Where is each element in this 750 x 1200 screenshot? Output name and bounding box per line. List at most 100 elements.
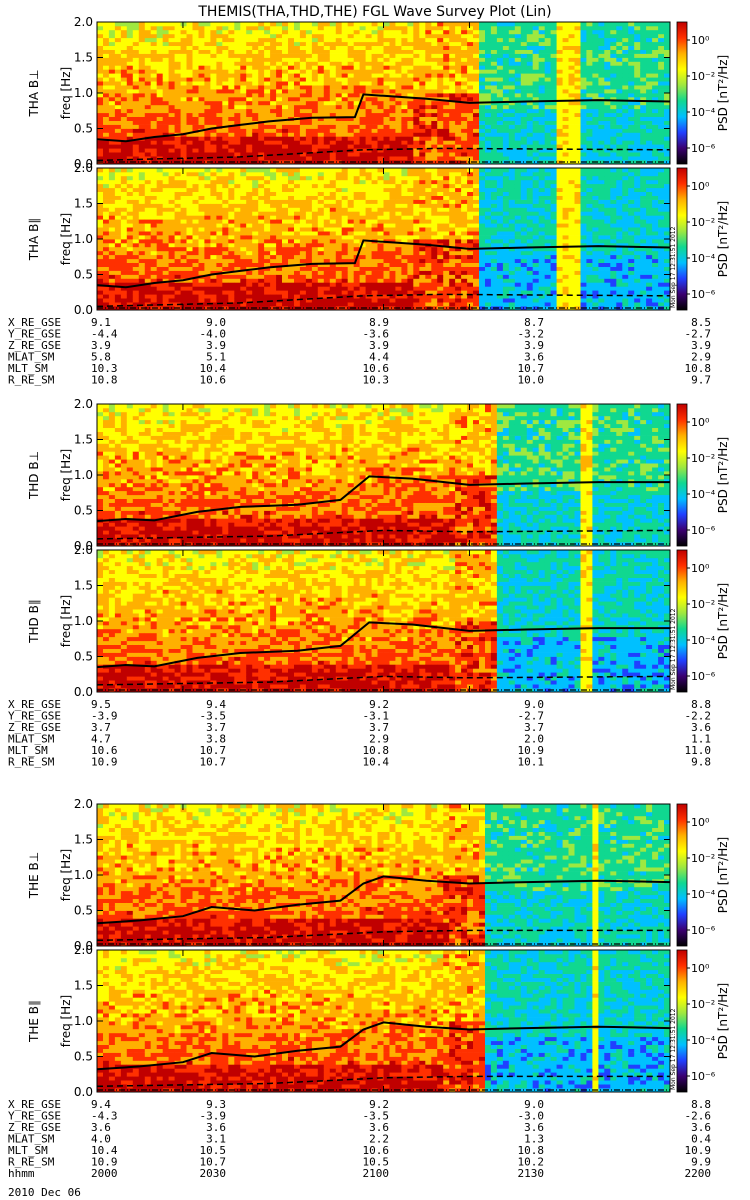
ephemeris-table: X_RE_GSE 9.5 9.4 9.2 9.0 8.8Y_RE_GSE -3.9 -3.5-… bbox=[8, 698, 711, 769]
spectrogram-cells bbox=[97, 22, 670, 164]
date-label: 2010 Dec 06 bbox=[8, 1186, 81, 1199]
colorbar-label: PSD [nT²/Hz] bbox=[716, 437, 730, 513]
ephemeris-table: X_RE_GSE 9.1 9.0 8.9 8.7 8.5Y_RE_GSE -4.4 -4.0-… bbox=[8, 316, 711, 387]
colorbar-tick-label: 10⁻⁴ bbox=[691, 106, 716, 119]
ephemeris-value: 10.1 bbox=[518, 756, 545, 769]
colorbar-label: PSD [nT²/Hz] bbox=[716, 837, 730, 913]
y-tick-label: 1.0 bbox=[74, 1014, 93, 1028]
y-tick-label: 2.0 bbox=[74, 397, 93, 411]
colorbar-tick-label: 10⁰ bbox=[691, 816, 710, 829]
y-tick-label: 1.5 bbox=[74, 579, 93, 593]
y-tick-label: 1.5 bbox=[74, 979, 93, 993]
panel-label: THD B⊥ bbox=[27, 451, 41, 500]
colorbar-tick-label: 10⁻⁴ bbox=[691, 488, 716, 501]
ephemeris-value: 9.7 bbox=[691, 374, 711, 387]
colorbar-label: PSD [nT²/Hz] bbox=[716, 201, 730, 277]
panel-label: THA B∥ bbox=[27, 218, 41, 262]
hhmm-label: hhmm bbox=[8, 1167, 35, 1180]
colorbar-tick-label: 10⁰ bbox=[691, 180, 710, 193]
time-tick-label: 2130 bbox=[518, 1167, 545, 1180]
ephemeris-label: R_RE_SM bbox=[8, 756, 55, 769]
colorbar-tick-label: 10⁰ bbox=[691, 34, 710, 47]
y-axis-label: freq [Hz] bbox=[59, 849, 73, 901]
ephemeris-value: 10.0 bbox=[518, 374, 545, 387]
y-tick-label: 0.5 bbox=[74, 650, 93, 664]
colorbar-tick-label: 10⁻⁶ bbox=[691, 524, 716, 537]
ephemeris-value: 10.3 bbox=[363, 374, 390, 387]
ephemeris-label: R_RE_SM bbox=[8, 374, 55, 387]
y-axis-label: freq [Hz] bbox=[59, 995, 73, 1047]
colorbar-gradient bbox=[677, 168, 687, 310]
colorbar-tick-label: 10⁻⁶ bbox=[691, 142, 716, 155]
time-tick-label: 2100 bbox=[363, 1167, 390, 1180]
panel-label: THE B⊥ bbox=[27, 852, 41, 899]
colorbar-tick-label: 10⁻⁴ bbox=[691, 888, 716, 901]
figure-title: THEMIS(THA,THD,THE) FGL Wave Survey Plot… bbox=[197, 4, 551, 20]
ephemeris-value: 10.7 bbox=[200, 756, 227, 769]
spectrogram-cells bbox=[97, 404, 670, 546]
colorbar-tick-label: 10⁻⁶ bbox=[691, 924, 716, 937]
spectrogram-cells bbox=[97, 550, 670, 692]
y-tick-label: 0.5 bbox=[74, 1050, 93, 1064]
colorbar-gradient bbox=[677, 404, 687, 546]
y-axis-label: freq [Hz] bbox=[59, 449, 73, 501]
y-tick-label: 1.0 bbox=[74, 468, 93, 482]
colorbar-gradient bbox=[677, 804, 687, 946]
y-tick-label: 0.0 bbox=[74, 303, 93, 317]
y-tick-label: 0.5 bbox=[74, 504, 93, 518]
y-tick-label: 2.0 bbox=[74, 161, 93, 175]
y-axis-label: freq [Hz] bbox=[59, 213, 73, 265]
time-tick-label: 2200 bbox=[685, 1167, 712, 1180]
colorbar-tick-label: 10⁰ bbox=[691, 962, 710, 975]
y-axis-label: freq [Hz] bbox=[59, 595, 73, 647]
y-tick-label: 2.0 bbox=[74, 943, 93, 957]
colorbar-gradient bbox=[677, 950, 687, 1092]
time-tick-label: 2030 bbox=[200, 1167, 227, 1180]
panel-label: THD B∥ bbox=[27, 599, 41, 644]
colorbar-tick-label: 10⁻² bbox=[691, 598, 715, 611]
spectrogram-cells bbox=[97, 804, 670, 946]
colorbar-tick-label: 10⁻⁶ bbox=[691, 670, 716, 683]
ephemeris-value: 10.8 bbox=[91, 374, 118, 387]
y-tick-label: 1.5 bbox=[74, 51, 93, 65]
y-tick-label: 0.0 bbox=[74, 685, 93, 699]
y-tick-label: 2.0 bbox=[74, 797, 93, 811]
colorbar-label: PSD [nT²/Hz] bbox=[716, 55, 730, 131]
y-tick-label: 2.0 bbox=[74, 15, 93, 29]
y-tick-label: 2.0 bbox=[74, 543, 93, 557]
spectrogram-cells bbox=[97, 950, 670, 1092]
time-tick-label: 2000 bbox=[91, 1167, 118, 1180]
time-stamp: Mon Sep 17 12:31:51 2012 bbox=[670, 226, 677, 308]
y-axis-label: freq [Hz] bbox=[59, 67, 73, 119]
ephemeris-value: 10.6 bbox=[200, 374, 227, 387]
panel-label: THE B∥ bbox=[27, 1000, 41, 1043]
colorbar-gradient bbox=[677, 550, 687, 692]
y-tick-label: 1.5 bbox=[74, 433, 93, 447]
panel-label: THA B⊥ bbox=[27, 69, 41, 117]
ephemeris-value: 10.4 bbox=[363, 756, 390, 769]
colorbar-label: PSD [nT²/Hz] bbox=[716, 583, 730, 659]
colorbar-tick-label: 10⁻² bbox=[691, 998, 715, 1011]
y-tick-label: 0.5 bbox=[74, 904, 93, 918]
colorbar-gradient bbox=[677, 22, 687, 164]
ephemeris-table: X_RE_GSE 9.4 9.3 9.2 9.0 8.8Y_RE_GSE -4.3 -3.9-… bbox=[8, 1098, 711, 1180]
y-tick-label: 1.0 bbox=[74, 868, 93, 882]
y-tick-label: 0.5 bbox=[74, 268, 93, 282]
y-tick-label: 1.0 bbox=[74, 232, 93, 246]
time-stamp: Mon Sep 17 12:31:51 2012 bbox=[670, 608, 677, 690]
colorbar-tick-label: 10⁻² bbox=[691, 70, 715, 83]
y-tick-label: 1.0 bbox=[74, 86, 93, 100]
colorbar-tick-label: 10⁻² bbox=[691, 216, 715, 229]
y-tick-label: 1.5 bbox=[74, 197, 93, 211]
